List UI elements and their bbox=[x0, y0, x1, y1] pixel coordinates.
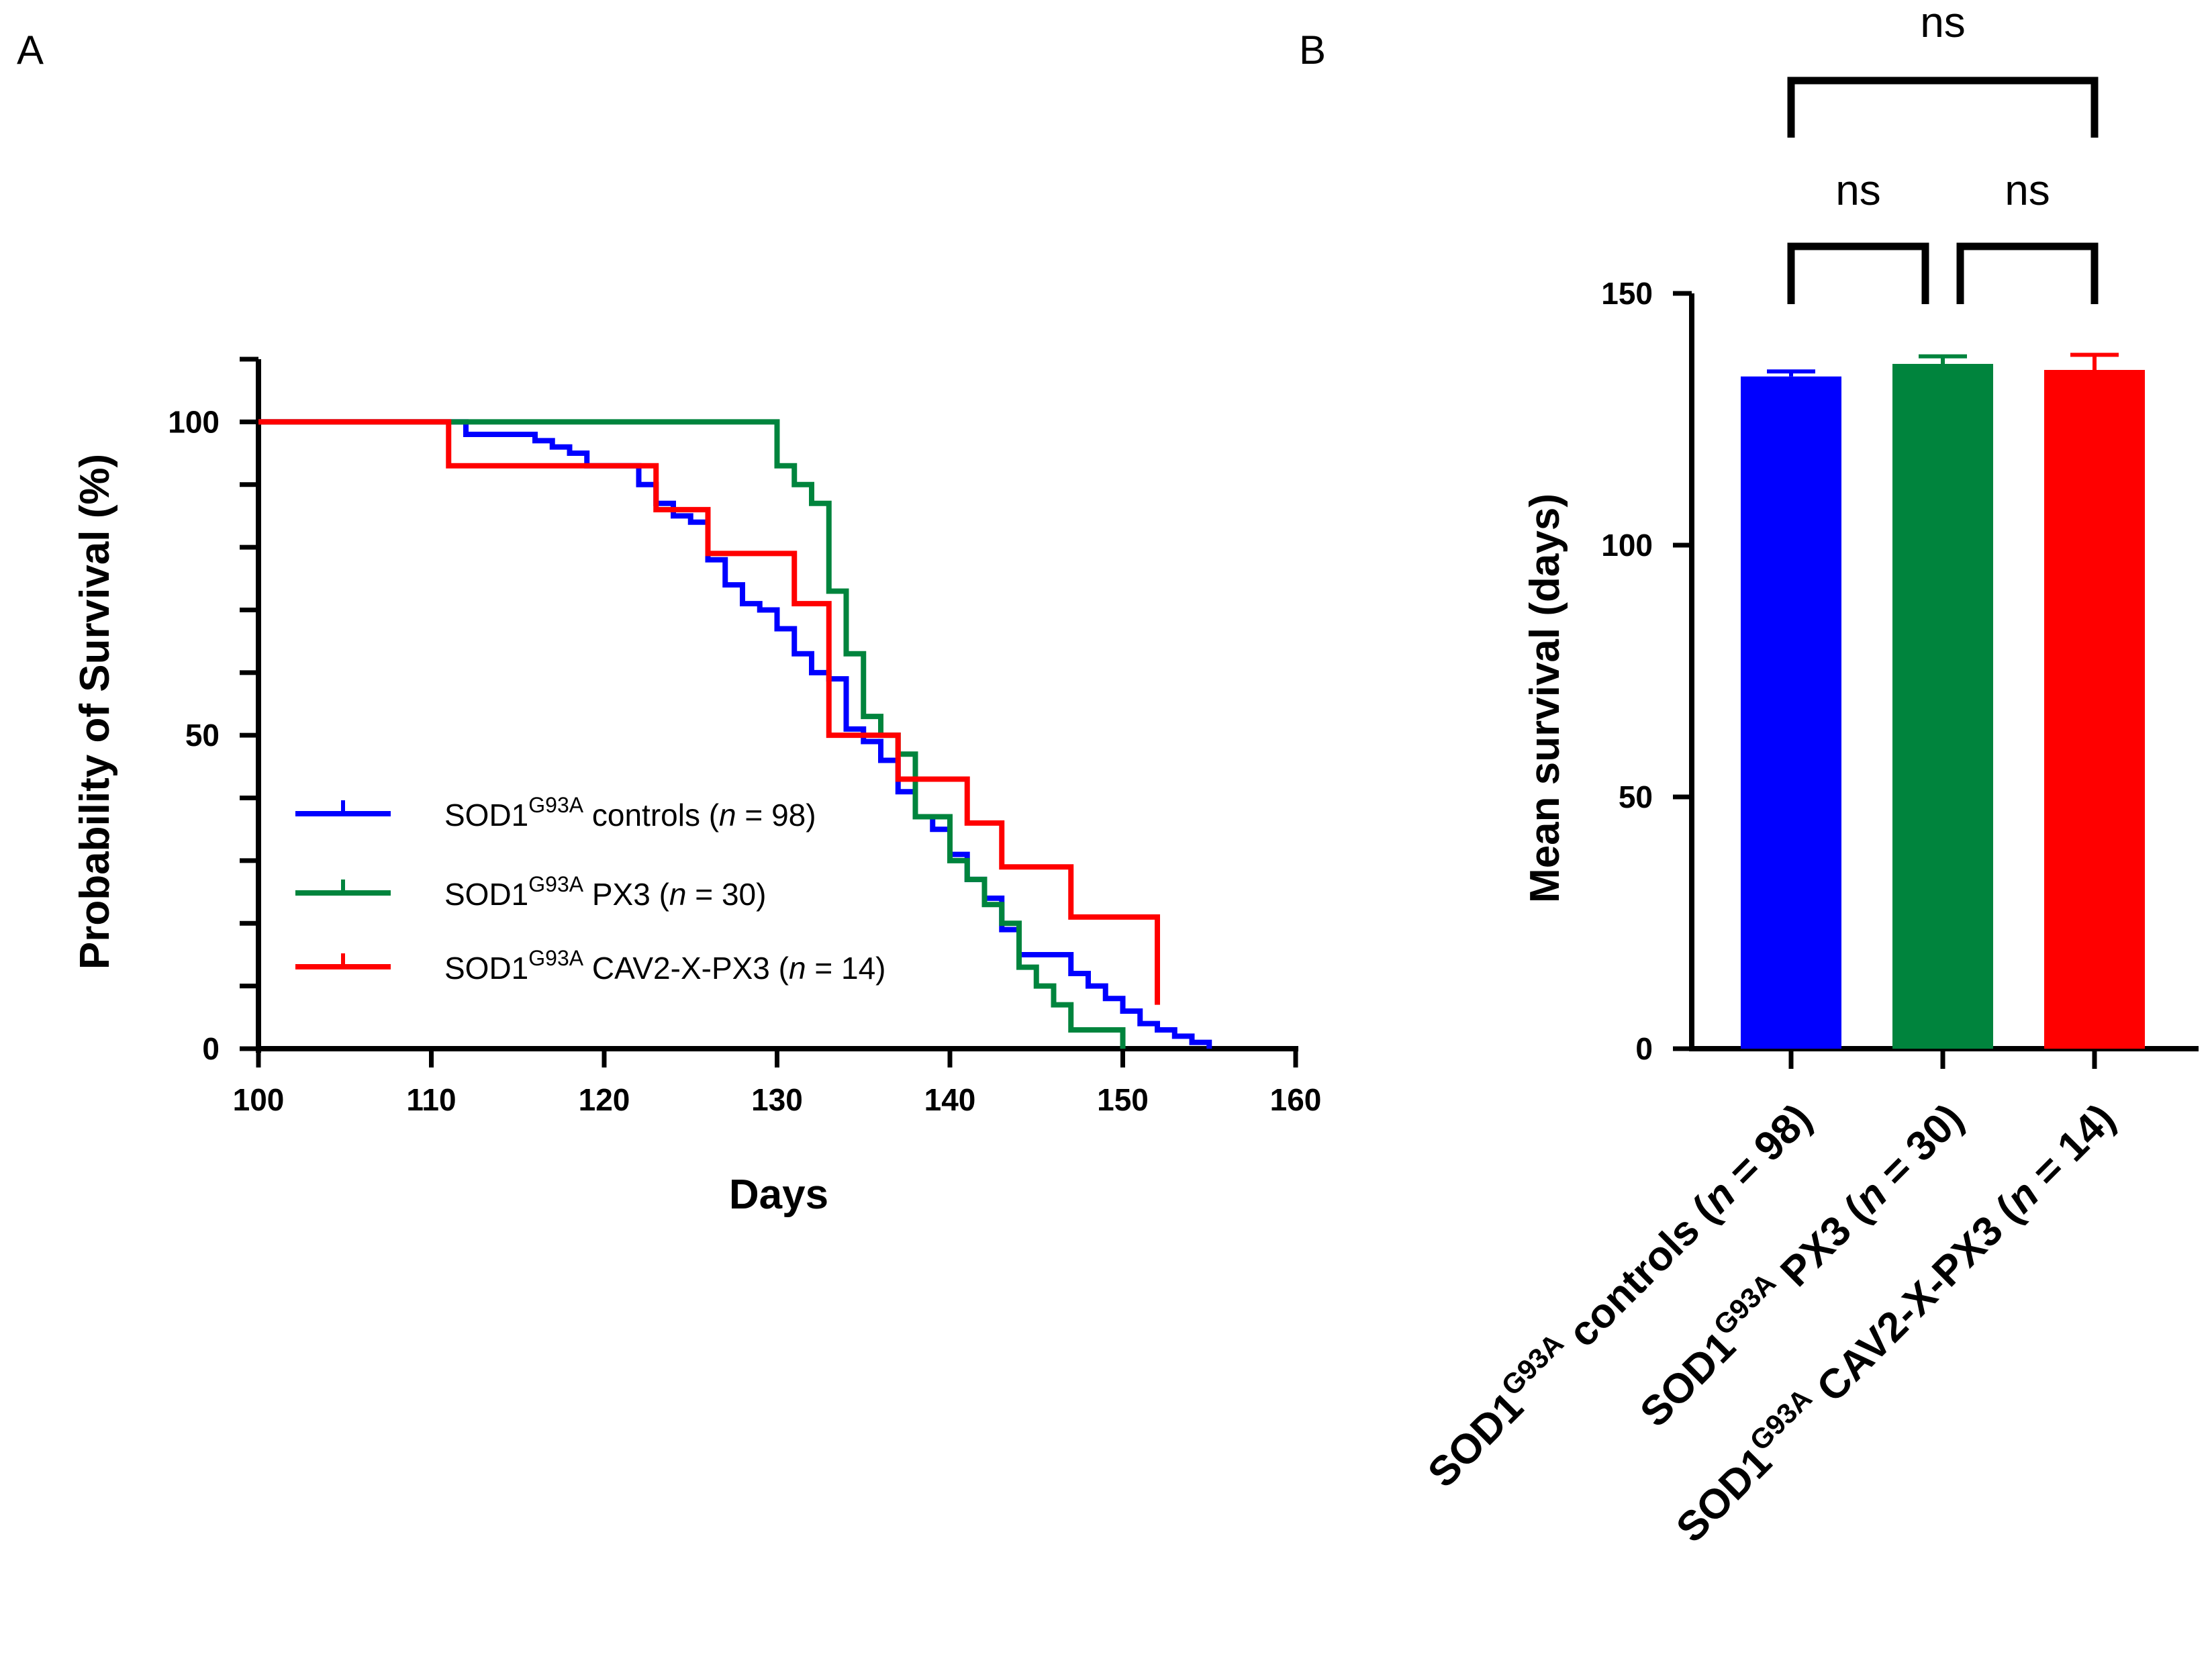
panel-b-label: B bbox=[1299, 28, 1326, 73]
cat-base: SOD1 bbox=[1419, 1384, 1532, 1496]
legend-label-px3: SOD1G93A PX3 (n = 30) bbox=[444, 872, 766, 912]
significance-label: ns bbox=[2005, 166, 2050, 214]
legend-sup: G93A bbox=[528, 793, 583, 817]
cat-base: SOD1 bbox=[1668, 1439, 1780, 1552]
legend-eq: = 14) bbox=[806, 951, 886, 986]
significance-brackets: ns ns ns bbox=[1787, 0, 2099, 304]
bar-y-ticks: 0 50 100 150 bbox=[1601, 276, 1692, 1066]
survival-y-tick-label: 100 bbox=[168, 404, 220, 439]
survival-y-ticks: 0 50 100 bbox=[168, 357, 258, 1066]
legend-sup: G93A bbox=[528, 872, 583, 896]
significance-bracket bbox=[1787, 77, 2099, 138]
survival-legend: SOD1G93A controls (n = 98) SOD1G93A PX3 … bbox=[295, 793, 886, 986]
survival-x-axis-title: Days bbox=[729, 1172, 828, 1218]
legend-base: SOD1 bbox=[444, 951, 528, 986]
survival-y-tick-label: 0 bbox=[202, 1031, 220, 1066]
legend-sup: G93A bbox=[528, 946, 583, 970]
bar-y-tick-label: 0 bbox=[1635, 1031, 1653, 1066]
legend-n: n bbox=[719, 798, 736, 833]
cat-eq: = 30) bbox=[1864, 1095, 1972, 1204]
legend-n: n bbox=[789, 951, 806, 986]
survival-x-tick-label: 110 bbox=[406, 1082, 456, 1117]
significance-label: ns bbox=[1920, 0, 1966, 46]
significance-bracket bbox=[1956, 242, 2099, 304]
legend-entry-controls: SOD1G93A controls (n = 98) bbox=[295, 793, 816, 833]
legend-text: CAV2-X-PX3 ( bbox=[583, 951, 789, 986]
survival-x-ticks: 100 110 120 130 140 150 160 bbox=[233, 1049, 1322, 1117]
significance-label: ns bbox=[1835, 166, 1881, 214]
bar-y-tick-label: 100 bbox=[1601, 528, 1653, 563]
legend-entry-cav2: SOD1G93A CAV2-X-PX3 (n = 14) bbox=[295, 946, 886, 986]
survival-x-tick-label: 100 bbox=[233, 1082, 285, 1117]
legend-label-cav2: SOD1G93A CAV2-X-PX3 (n = 14) bbox=[444, 946, 886, 986]
survival-chart: 100 110 120 130 140 150 160 0 50 100 Days Probab… bbox=[72, 357, 1322, 1218]
survival-curve-cav2 bbox=[258, 419, 1160, 1005]
legend-label-controls: SOD1G93A controls (n = 98) bbox=[444, 793, 816, 833]
bar-y-tick-label: 150 bbox=[1601, 276, 1653, 311]
survival-series-group bbox=[258, 419, 1212, 1049]
bar-px3 bbox=[1892, 364, 1993, 1049]
cat-base: SOD1 bbox=[1631, 1323, 1744, 1436]
legend-eq: = 98) bbox=[736, 798, 816, 833]
cat-eq: = 98) bbox=[1712, 1095, 1821, 1204]
survival-x-tick-label: 120 bbox=[579, 1082, 630, 1117]
legend-eq: = 30) bbox=[687, 877, 767, 912]
panel-a-label: A bbox=[17, 28, 44, 73]
cat-text: PX3 ( bbox=[1764, 1189, 1878, 1304]
survival-x-tick-label: 150 bbox=[1097, 1082, 1149, 1117]
cat-eq: = 14) bbox=[2015, 1095, 2124, 1204]
legend-entry-px3: SOD1G93A PX3 (n = 30) bbox=[295, 872, 766, 912]
bar-controls bbox=[1741, 376, 1841, 1049]
survival-y-axis-title: Probability of Survival (%) bbox=[72, 454, 118, 969]
survival-x-tick-label: 160 bbox=[1270, 1082, 1322, 1117]
bar-cav2 bbox=[2044, 370, 2145, 1049]
survival-x-tick-label: 130 bbox=[751, 1082, 803, 1117]
bar-y-axis-title: Mean survival (days) bbox=[1522, 493, 1568, 903]
survival-x-tick-label: 140 bbox=[924, 1082, 976, 1117]
bar-marks-group bbox=[1741, 352, 2145, 1049]
significance-bracket bbox=[1787, 242, 1929, 304]
legend-text: PX3 ( bbox=[583, 877, 670, 912]
legend-base: SOD1 bbox=[444, 877, 528, 912]
survival-y-tick-label: 50 bbox=[185, 718, 220, 753]
legend-base: SOD1 bbox=[444, 798, 528, 833]
bar-chart: 0 50 100 150 ns ns ns Mean survival (days) SO… bbox=[1419, 0, 2199, 1552]
survival-curve-px3 bbox=[258, 419, 1126, 1049]
legend-text: controls ( bbox=[583, 798, 720, 833]
bar-y-tick-label: 50 bbox=[1619, 779, 1653, 814]
legend-n: n bbox=[669, 877, 687, 912]
